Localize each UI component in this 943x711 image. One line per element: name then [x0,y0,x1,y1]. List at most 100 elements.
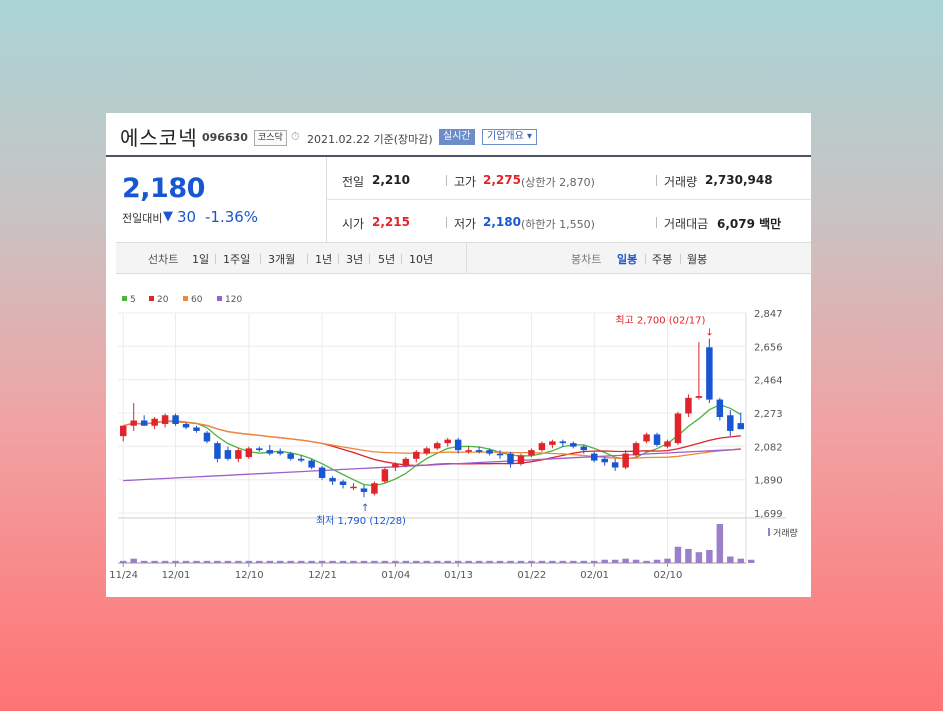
candle-body [193,427,200,431]
volume-bar [308,560,315,563]
period-5y[interactable]: 5년 [378,253,396,266]
volume-bar [664,558,671,563]
candle-body [392,464,399,468]
divider [446,175,447,186]
realtime-button[interactable]: 실시간 [439,129,475,145]
candle-body [496,453,504,456]
line-chart-label[interactable]: 선차트 [148,253,179,266]
y-tick-label: 1,699 [754,509,783,520]
volume-bar [297,560,305,563]
candle-weekly[interactable]: 주봉 [652,253,673,266]
candle-body [140,420,148,426]
volume-bar [350,560,357,563]
volume-bar [119,560,127,563]
candle-monthly[interactable]: 월봉 [687,253,708,266]
chart-toolbar: 선차트 1일 1주일 3개월 1년 3년 5년 10년 봉차트 일봉 주봉 월봉 [116,242,811,274]
x-tick-label: 01/04 [381,570,410,581]
candle-body [611,462,619,468]
candle-body [413,451,420,459]
volume-bar [643,560,650,563]
volume-bar [549,560,556,563]
volume-bar [203,560,211,563]
period-10y[interactable]: 10년 [409,253,434,266]
candle-body [276,451,284,454]
candle-body [423,448,431,454]
candle-body [549,441,556,445]
candle-body [172,415,179,424]
volume-bar [622,558,629,563]
candle-body [622,453,629,468]
legend-label: 5 [130,295,136,305]
candle-body [130,420,137,426]
x-tick-label: 01/13 [444,570,473,581]
candle-body [297,458,305,461]
legend-swatch [149,296,154,301]
company-info-dropdown[interactable]: 기업개요 ▾ [482,129,537,145]
period-3m[interactable]: 3개월 [268,253,296,266]
candle-body [287,453,294,459]
low-value: 2,180 [483,215,521,229]
volume-bar [475,560,483,563]
candle-body [674,413,682,444]
candle-body [444,439,451,444]
volume-bar [727,556,734,563]
candle-body [507,453,514,465]
volume-bar [538,560,546,563]
candle-body [350,486,357,489]
candle-body [601,458,608,463]
period-1w[interactable]: 1주일 [223,253,251,266]
candle-body [433,443,441,449]
volume-bar [653,559,661,563]
candle-body [632,443,640,456]
volume-bar [695,552,703,563]
candle-chart-label[interactable]: 봉차트 [571,253,602,266]
volume-bar [716,524,724,563]
volume-bar [737,558,745,563]
volume-bar [747,559,755,563]
volume-bar [130,558,137,563]
volume-bar [172,560,179,563]
period-1d[interactable]: 1일 [192,253,210,266]
candle-body [339,481,347,485]
upper-limit: (상한가 2,870) [521,176,595,189]
x-tick-label: 12/10 [235,570,264,581]
y-tick-label: 2,273 [754,409,783,420]
volume-bar [193,560,200,563]
current-price: 2,180 [122,173,205,204]
volume-bar [528,560,535,563]
low-label: 저가 [454,217,477,231]
volume-bar [413,560,420,563]
low-annotation: 최저 1,790 (12/28) [316,515,406,527]
candle-body [695,396,703,398]
volume-bar [360,560,368,563]
legend-swatch [217,296,222,301]
volume-bar [674,546,682,563]
candle-body [214,443,221,459]
volume-bar [685,548,692,563]
divider [645,254,646,264]
candle-body [737,423,745,430]
candle-body [329,477,336,482]
x-tick-label: 12/01 [162,570,191,581]
volume-value: 2,730,948 [705,173,773,187]
candle-body [182,423,190,428]
volume-bar [590,560,598,563]
volume-bar [496,560,504,563]
open-label: 시가 [342,217,365,231]
legend-swatch [122,296,127,301]
candle-daily[interactable]: 일봉 [617,253,638,266]
candle-body [402,458,410,466]
divider [680,254,681,264]
volume-bar [402,560,410,563]
high-annotation: 최고 2,700 (02/17) [615,315,705,327]
volume-bar [224,560,232,563]
volume-bar [601,559,608,563]
divider [369,254,370,264]
x-tick-label: 02/10 [654,570,683,581]
candle-body [318,467,326,478]
period-1y[interactable]: 1년 [315,253,333,266]
candle-body [559,441,567,444]
period-3y[interactable]: 3년 [346,253,364,266]
volume-bar [329,560,336,563]
legend-label: 120 [225,295,242,305]
